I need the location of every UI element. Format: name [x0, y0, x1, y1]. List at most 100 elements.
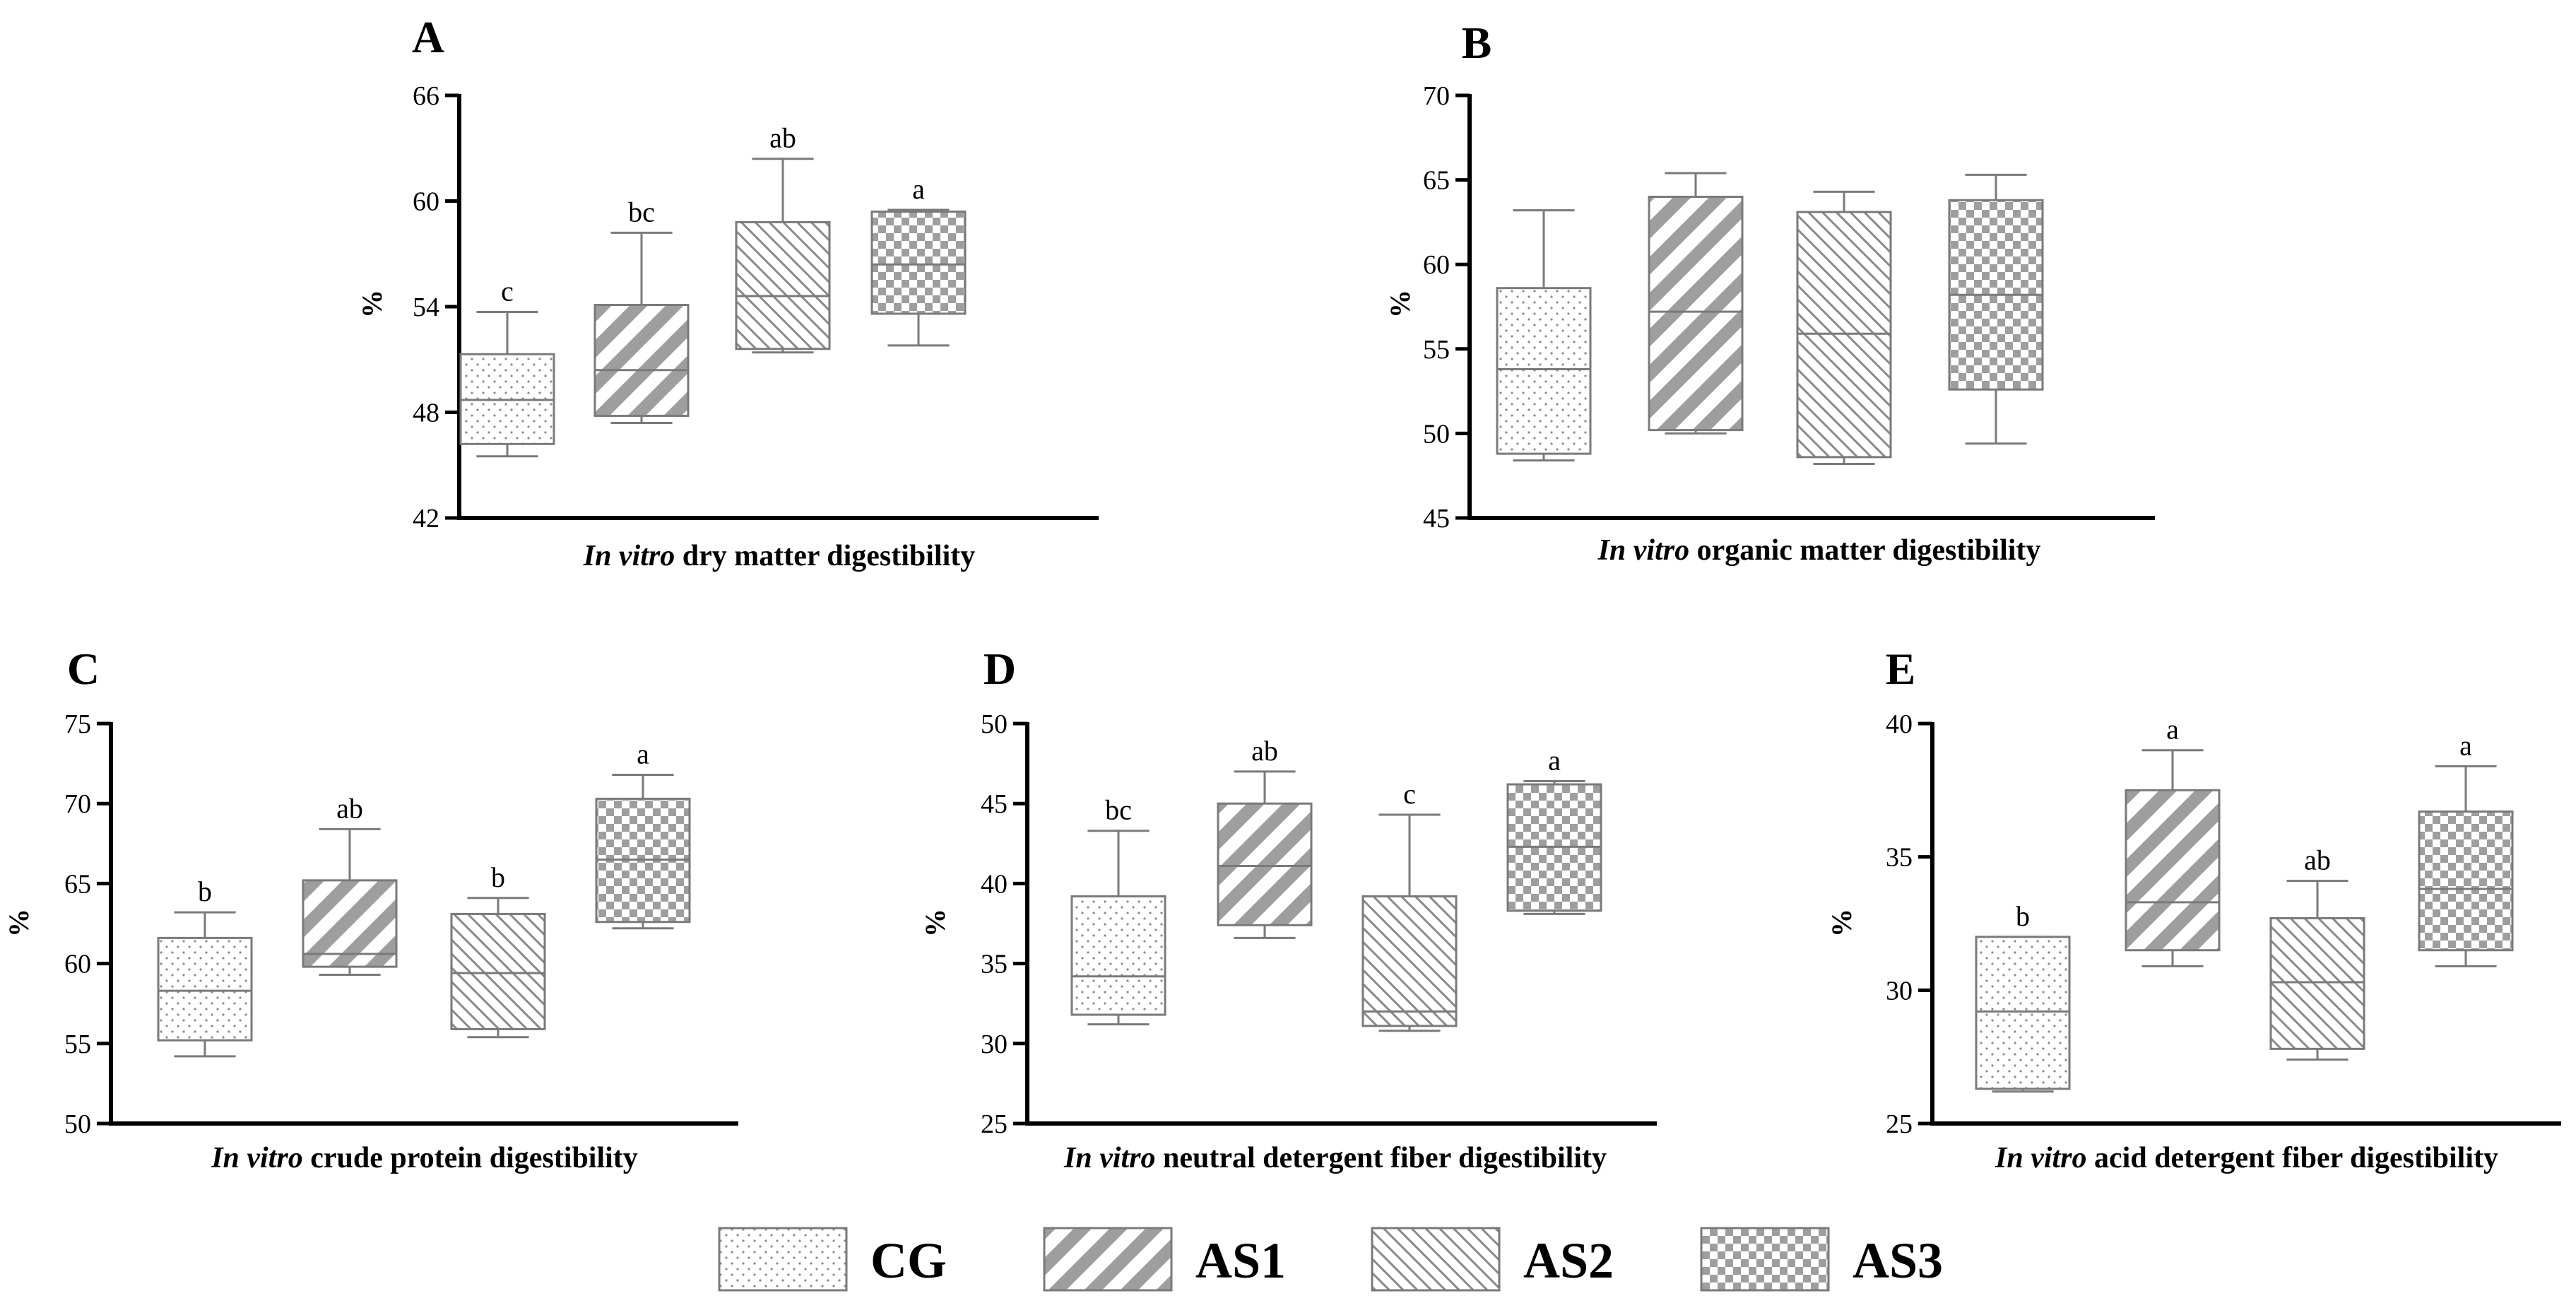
legend-label-as3: AS3 — [1853, 1232, 1943, 1289]
panel-a-tick-label-48: 48 — [413, 399, 439, 428]
panel-c-tick-label-75: 75 — [64, 709, 91, 739]
panel-e-tick-label-40: 40 — [1886, 709, 1913, 739]
legend-item-as2: AS2 — [1371, 1227, 1614, 1292]
panel-c-tick-label-70: 70 — [64, 789, 91, 819]
panel-d-box-as2: c — [1361, 778, 1458, 1032]
panel-d-sig-label-cg: bc — [1105, 794, 1132, 826]
panel-c-tick-label-60: 60 — [64, 950, 91, 979]
panel-d-sig-label-as1: ab — [1251, 735, 1278, 767]
panel-d-y-label: % — [919, 909, 951, 937]
legend-item-as1: AS1 — [1043, 1227, 1286, 1292]
panel-a-box-as3: a — [870, 173, 967, 347]
panel-e-x-label: In vitro acid detergent fiber digestibil… — [1995, 1142, 2498, 1174]
panel-c-sig-label-cg: b — [198, 875, 212, 907]
panel-c-x-label: In vitro crude protein digestibility — [211, 1142, 638, 1174]
panel-e-iqr-cg — [1975, 936, 2071, 1090]
panel-c-tick-label-65: 65 — [64, 869, 91, 899]
panel-b-iqr-cg — [1496, 287, 1592, 455]
panel-a-y-label: % — [356, 290, 388, 318]
panel-b-x-label: In vitro organic matter digestibility — [1597, 534, 2041, 567]
legend-item-cg: CG — [718, 1227, 947, 1292]
panel-b-box-as2 — [1796, 190, 1892, 465]
panel-e-box-as2: ab — [2269, 844, 2365, 1061]
panel-b-tick-label-55: 55 — [1423, 335, 1450, 365]
panel-c-box-as2: b — [450, 861, 546, 1039]
panel-c-sig-label-as2: b — [491, 861, 505, 893]
panel-c-iqr-as1 — [302, 879, 398, 968]
panel-a-box-as1: bc — [593, 196, 690, 424]
panel-a-box-as2: ab — [735, 122, 831, 354]
panel-e-tick-label-30: 30 — [1886, 976, 1913, 1006]
panel-b-tick-label-65: 65 — [1423, 166, 1450, 196]
panel-e-tick-label-35: 35 — [1886, 843, 1913, 873]
panel-a-sig-label-as1: bc — [628, 196, 655, 228]
panel-a-iqr-as1 — [593, 304, 690, 417]
panel-d: D 25 30 35 40 45 50% In vitro neutral detergent… — [919, 644, 1657, 1174]
panel-d-tick-label-25: 25 — [981, 1109, 1008, 1139]
panel-a-sig-label-as3: a — [912, 173, 925, 205]
panel-b-tick-label-60: 60 — [1423, 250, 1450, 280]
panel-a-iqr-as3 — [870, 210, 967, 315]
panel-d-iqr-cg — [1070, 895, 1166, 1016]
panel-e-sig-label-as3: a — [2459, 729, 2472, 761]
panel-c-sig-label-as3: a — [637, 738, 649, 770]
legend-swatch-as1 — [1043, 1227, 1173, 1292]
panel-b-tick-label-45: 45 — [1423, 504, 1450, 533]
legend-swatch-as3 — [1700, 1227, 1830, 1292]
panel-d-sig-label-as2: c — [1403, 778, 1416, 810]
panel-c-title: C — [67, 644, 100, 694]
panel-e-sig-label-as2: ab — [2304, 844, 2331, 876]
panel-b-tick-label-50: 50 — [1423, 419, 1450, 449]
panel-c-box-as1: ab — [302, 792, 398, 976]
panel-d-tick-label-35: 35 — [981, 950, 1008, 979]
panel-e-box-cg: b — [1975, 900, 2071, 1093]
panel-d-tick-label-30: 30 — [981, 1030, 1008, 1059]
panel-e-y-label: % — [1826, 909, 1857, 937]
panel-b-iqr-as1 — [1648, 196, 1744, 432]
panel-d-x-label: In vitro neutral detergent fiber digesti… — [1063, 1142, 1607, 1174]
legend-swatch-cg — [718, 1227, 848, 1292]
panel-e: E 25 30 35 40% In vitro acid detergent fiber … — [1826, 644, 2561, 1174]
panel-c-box-as3: a — [595, 738, 691, 930]
panel-e-sig-label-as1: a — [2166, 714, 2179, 745]
legend-label-as1: AS1 — [1195, 1232, 1286, 1289]
legend-swatch-as2 — [1371, 1227, 1501, 1292]
panel-d-box-cg: bc — [1070, 794, 1166, 1026]
panel-a-tick-label-60: 60 — [413, 187, 439, 217]
panel-e-iqr-as3 — [2418, 810, 2514, 952]
panel-c-y-label: % — [3, 909, 35, 937]
panel-c-iqr-as2 — [450, 912, 546, 1030]
panel-b-title: B — [1462, 18, 1492, 68]
panel-c: C 50 55 60 65 70 75% In vitro crude protein dig… — [3, 644, 738, 1174]
panel-a: A 42 48 54 60 66% In vitro dry matter digestib… — [356, 12, 1099, 572]
panel-e-box-as1: a — [2125, 714, 2221, 967]
legend-item-as3: AS3 — [1700, 1227, 1943, 1292]
panel-d-iqr-as2 — [1361, 895, 1458, 1027]
legend: CG AS1 AS2 AS3 — [718, 1227, 1943, 1292]
panel-b-box-as1 — [1648, 172, 1744, 435]
panel-c-box-cg: b — [157, 875, 253, 1058]
panel-e-sig-label-cg: b — [2016, 900, 2030, 932]
panel-b-box-as3 — [1948, 173, 2044, 445]
panel-d-iqr-as1 — [1217, 802, 1313, 926]
panel-c-sig-label-as1: ab — [336, 792, 363, 824]
panel-d-sig-label-as3: a — [1548, 745, 1561, 777]
panel-a-sig-label-cg: c — [501, 275, 514, 307]
panel-a-sig-label-as2: ab — [769, 122, 796, 154]
panel-d-box-as1: ab — [1217, 735, 1313, 939]
panel-c-tick-label-50: 50 — [64, 1109, 91, 1139]
legend-label-cg: CG — [870, 1232, 947, 1289]
panel-a-tick-label-42: 42 — [413, 504, 439, 533]
panel-e-title: E — [1886, 644, 1916, 694]
panel-a-tick-label-54: 54 — [413, 293, 439, 322]
legend-label-as2: AS2 — [1523, 1232, 1614, 1289]
panel-d-tick-label-45: 45 — [981, 789, 1008, 819]
panel-b: B 45 50 55 60 65 70% In vitro organic matter di… — [1384, 18, 2155, 567]
panel-a-iqr-as2 — [735, 220, 831, 350]
panel-c-iqr-cg — [157, 936, 253, 1042]
panel-a-x-label: In vitro dry matter digestibility — [583, 540, 976, 572]
chart-panels: A 42 48 54 60 66% In vitro dry matter digestib… — [3, 12, 2561, 1174]
panel-a-tick-label-66: 66 — [413, 81, 439, 111]
panel-b-y-label: % — [1384, 290, 1416, 318]
